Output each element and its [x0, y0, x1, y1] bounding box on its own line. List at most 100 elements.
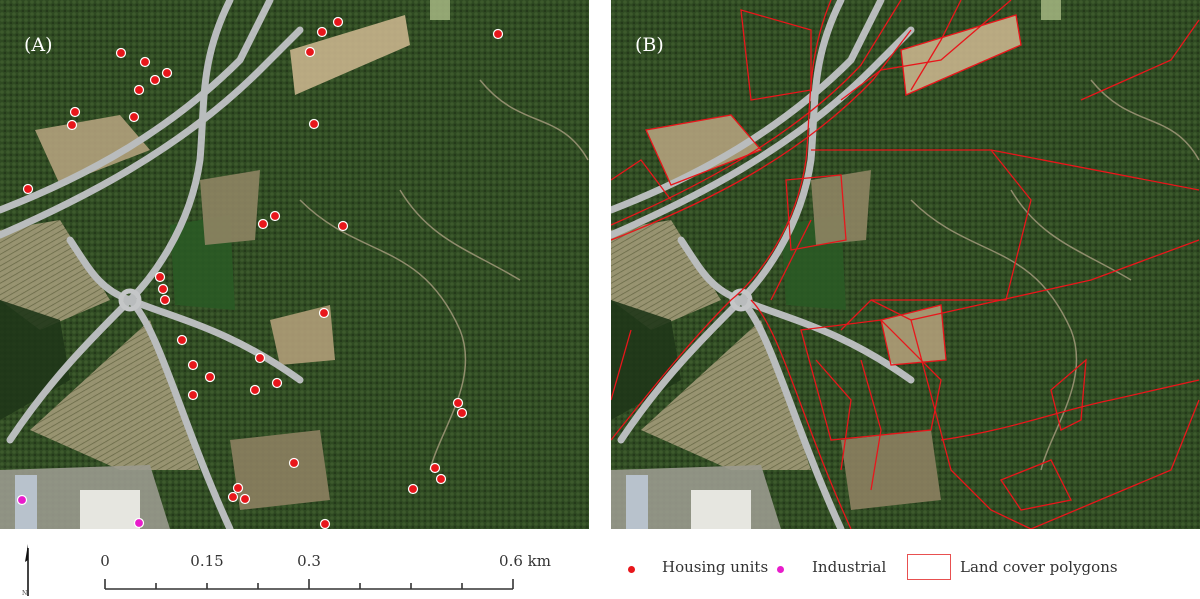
land-cover-polygon: [870, 299, 1032, 529]
land-cover-polygon: [990, 149, 1200, 191]
housing-unit-point: [429, 462, 441, 474]
housing-unit-point: [227, 491, 239, 503]
road: [611, 0, 885, 214]
housing-unit-point: [115, 47, 127, 59]
road: [611, 26, 915, 239]
housing-unit-point: [407, 483, 419, 495]
housing-unit-point: [319, 518, 331, 529]
housing-unit-point: [22, 183, 34, 195]
scale-label-015: 0.15: [190, 552, 224, 570]
dirt-track: [479, 79, 589, 161]
land-cover-polygon: [900, 14, 1022, 96]
dirt-track: [399, 189, 521, 281]
legend-industrial-label: Industrial: [812, 558, 887, 576]
scale-label-03: 0.3: [297, 552, 321, 570]
housing-unit-point: [318, 307, 330, 319]
land-cover-polygon: [740, 9, 812, 101]
road: [126, 296, 304, 384]
road: [126, 296, 234, 529]
land-cover-polygon: [940, 379, 1200, 441]
field-patch: [290, 15, 410, 95]
industrial-building: [626, 475, 648, 529]
field-patch: [646, 115, 761, 185]
industrial-point: [133, 517, 145, 529]
panel-label-a: (A): [24, 34, 53, 56]
field-patch: [881, 305, 946, 365]
field-patch: [841, 430, 941, 510]
roundabout: [118, 288, 142, 312]
housing-unit-point: [304, 46, 316, 58]
road: [0, 26, 304, 239]
housing-unit-point: [254, 352, 266, 364]
housing-unit-point: [232, 482, 244, 494]
dirt-track: [1010, 189, 1132, 281]
land-cover-polygon: [811, 149, 1032, 331]
dirt-track: [910, 199, 1078, 471]
housing-unit-point: [149, 74, 161, 86]
land-cover-polygon: [611, 159, 672, 201]
housing-unit-point: [332, 16, 344, 28]
land-cover-polygon: [1050, 358, 1087, 431]
housing-unit-point: [128, 111, 140, 123]
housing-unit-point: [187, 389, 199, 401]
land-cover-polygon: [770, 219, 812, 301]
field-patch: [30, 320, 200, 470]
housing-unit-point: [157, 283, 169, 295]
field-patch: [1041, 0, 1061, 20]
housing-unit-point: [159, 294, 171, 306]
road: [737, 296, 845, 529]
road: [6, 0, 234, 444]
housing-unit-point: [154, 271, 166, 283]
housing-unit-point: [269, 210, 281, 222]
housing-unit-point: [288, 457, 300, 469]
housing-unit-point: [337, 220, 349, 232]
industrial-building: [80, 490, 140, 529]
housing-unit-point: [452, 397, 464, 409]
housing-unit-point: [69, 106, 81, 118]
road: [0, 0, 274, 214]
housing-unit-point: [176, 334, 188, 346]
housing-unit-point: [239, 493, 251, 505]
map-panel-a: (A): [0, 0, 589, 529]
land-cover-polygon: [1000, 459, 1072, 511]
land-cover-polygon: [645, 114, 763, 186]
polygon-swatch-icon: [907, 554, 951, 580]
panel-label-b: (B): [635, 34, 664, 56]
scale-label-06: 0.6 km: [499, 552, 551, 570]
satellite-image-a: [0, 0, 589, 529]
land-cover-polygon: [1030, 399, 1200, 529]
field-patch: [230, 430, 330, 510]
housing-unit-point: [492, 28, 504, 40]
field-patch: [0, 300, 70, 420]
land-cover-polygon: [860, 359, 882, 491]
land-cover-polygon: [910, 239, 1200, 321]
land-cover-polygon: [750, 299, 852, 529]
road: [617, 0, 845, 444]
housing-unit-point: [271, 377, 283, 389]
housing-unit-point: [316, 26, 328, 38]
industrial-point: [16, 494, 28, 506]
field-patch: [811, 170, 871, 245]
north-arrow-icon: N: [22, 544, 29, 597]
satellite-image-b: [611, 0, 1200, 529]
scale-bar: N 0 0.15 0.3 0.6 km: [0, 530, 600, 599]
scale-label-0: 0: [100, 552, 110, 570]
land-cover-polygon: [785, 174, 847, 251]
scale-line: [104, 579, 514, 590]
land-cover-polygon: [611, 29, 912, 241]
map-panel-b: (B): [611, 0, 1200, 529]
housing-unit-point: [257, 218, 269, 230]
housing-unit-point: [249, 384, 261, 396]
housing-unit-point: [204, 371, 216, 383]
field-patch: [641, 320, 811, 470]
land-cover-polygon: [910, 0, 962, 91]
dirt-track: [1090, 79, 1200, 161]
dirt-track: [299, 199, 467, 471]
land-cover-polygon: [611, 329, 632, 401]
land-cover-polygon: [840, 0, 1012, 101]
land-cover-polygon: [800, 319, 942, 441]
road: [737, 296, 915, 384]
legend: Housing units Industrial Land cover poly…: [600, 530, 1200, 599]
north-label: N: [22, 590, 27, 597]
legend-polygons-label: Land cover polygons: [960, 558, 1118, 576]
